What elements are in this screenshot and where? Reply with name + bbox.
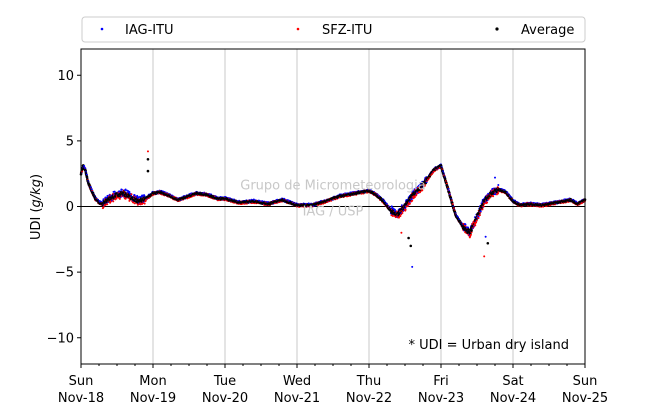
point-sfz-itu [118, 197, 121, 200]
legend-marker-iag-itu [100, 27, 104, 31]
point-iag-itu [102, 198, 105, 201]
point-iag-itu [497, 183, 500, 186]
point-iag-itu [494, 193, 497, 196]
point-sfz-itu [478, 214, 481, 217]
point-iag-itu [83, 164, 86, 167]
legend-entry-average: Average [495, 23, 574, 38]
legend-entry-sfz-itu: SFZ-ITU [296, 23, 372, 38]
point-sfz-itu [404, 208, 407, 211]
point-sfz-itu [130, 193, 133, 196]
point-iag-itu [120, 188, 123, 191]
point-sfz-itu [399, 215, 402, 218]
point-average [470, 229, 473, 232]
point-sfz-itu [143, 202, 146, 205]
point-sfz-itu [486, 201, 489, 204]
point-iag-itu [128, 190, 131, 193]
point-sfz-itu [408, 202, 411, 205]
point-iag-itu [84, 167, 87, 170]
point-iag-itu [113, 190, 116, 193]
point-sfz-itu [124, 197, 127, 200]
point-sfz-itu [133, 202, 136, 205]
point-sfz-itu [475, 221, 478, 224]
legend: IAG-ITU SFZ-ITU Average [81, 16, 586, 43]
point-sfz-itu [492, 195, 495, 198]
point-sfz-itu [112, 200, 115, 203]
point-sfz-itu [106, 203, 109, 206]
point-sfz-itu [411, 199, 414, 202]
point-sfz-itu [415, 194, 418, 197]
data-points [79, 150, 587, 268]
point-sfz-itu [469, 233, 472, 236]
point-iag-itu [479, 210, 482, 213]
point-sfz-itu [481, 208, 484, 211]
legend-marker-average [495, 27, 499, 31]
point-sfz-itu [474, 224, 477, 227]
legend-marker-sfz-itu [296, 27, 300, 31]
point-sfz-itu [391, 215, 394, 218]
legend-label-sfz-itu: SFZ-ITU [322, 23, 372, 38]
legend-box [81, 16, 586, 43]
point-sfz-itu [482, 205, 485, 208]
point-average [85, 175, 89, 179]
legend-entry-iag-itu: IAG-ITU [100, 23, 174, 38]
point-sfz-itu [401, 212, 404, 215]
legend-label-average: Average [521, 23, 574, 38]
point-iag-itu [124, 188, 127, 191]
point-sfz-itu [477, 217, 480, 220]
point-sfz-itu [475, 219, 478, 222]
point-sfz-itu [102, 206, 105, 209]
point-iag-itu [137, 196, 140, 199]
legend-label-iag-itu: IAG-ITU [125, 23, 174, 38]
